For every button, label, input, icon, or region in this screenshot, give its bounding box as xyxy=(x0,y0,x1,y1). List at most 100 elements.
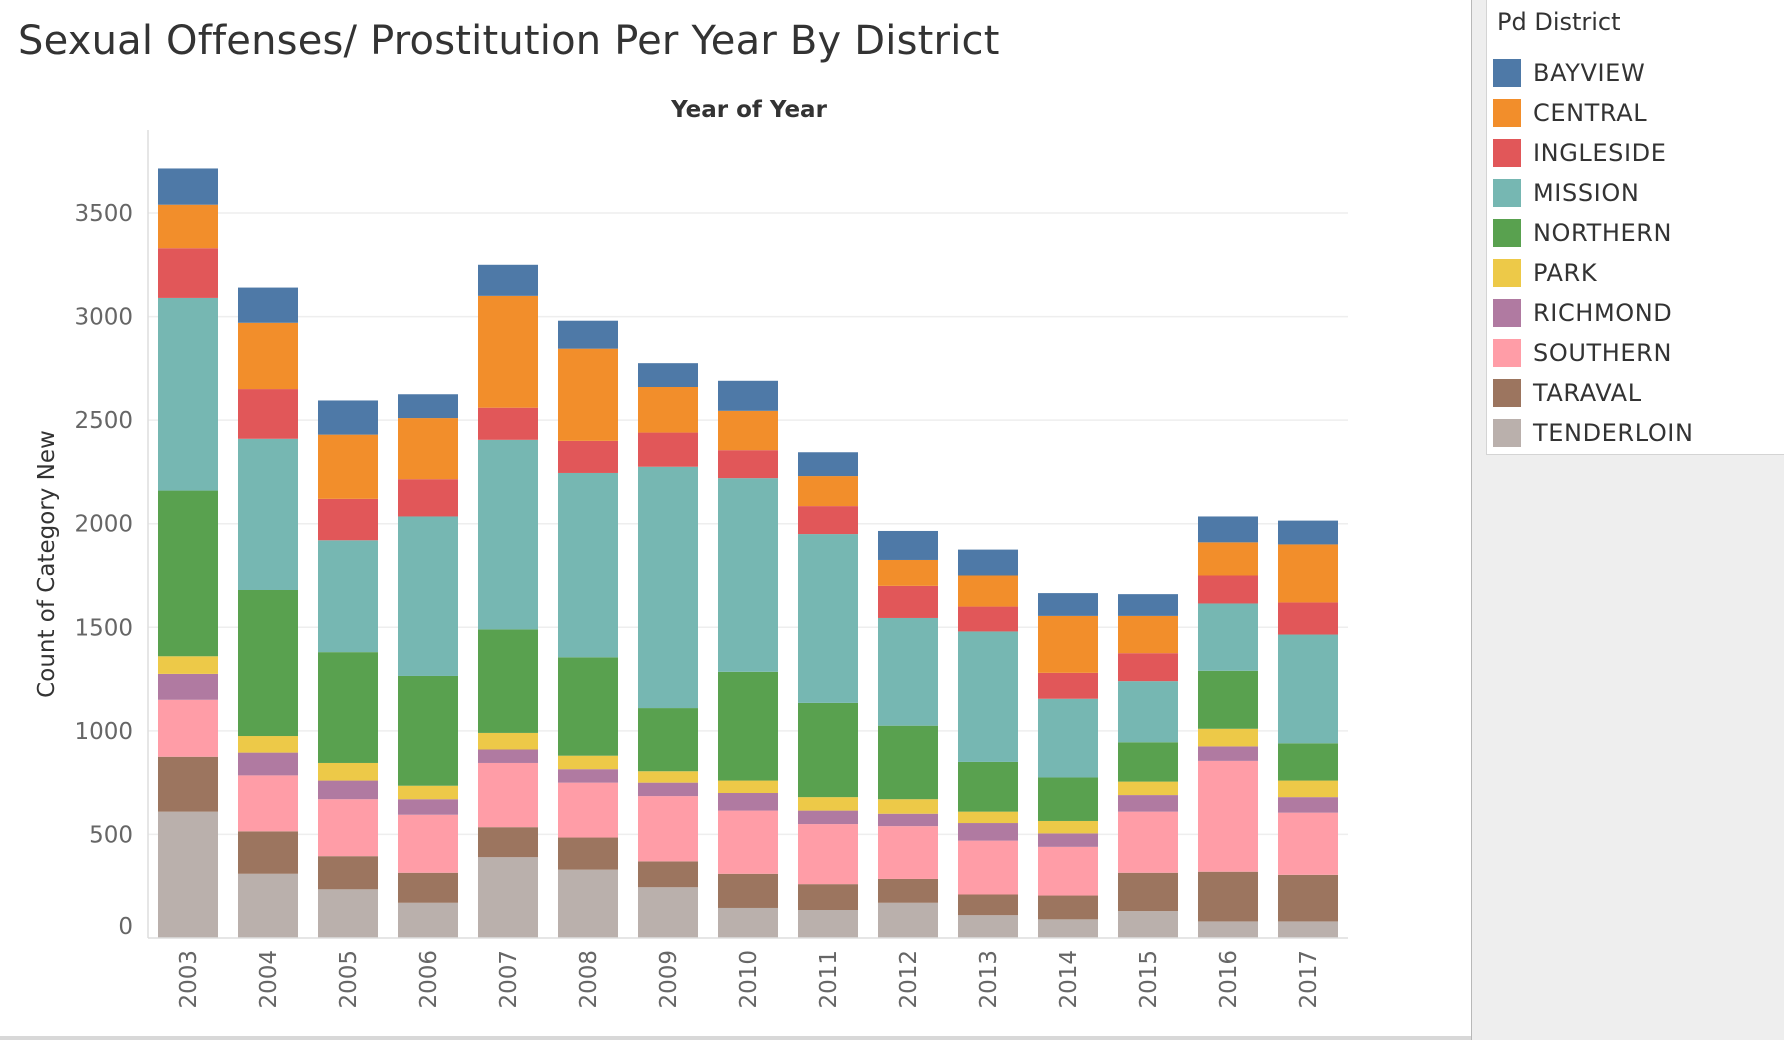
bar-segment-taraval-2009[interactable] xyxy=(638,861,698,888)
legend-item-richmond[interactable]: RICHMOND xyxy=(1493,298,1672,328)
bar-segment-central-2013[interactable] xyxy=(958,575,1018,607)
bar-segment-bayview-2004[interactable] xyxy=(238,287,298,323)
bar-segment-park-2011[interactable] xyxy=(798,797,858,811)
bar-segment-tenderloin-2014[interactable] xyxy=(1038,919,1098,938)
bar-segment-southern-2004[interactable] xyxy=(238,775,298,832)
bar-segment-central-2010[interactable] xyxy=(718,410,778,451)
bar-segment-central-2006[interactable] xyxy=(398,418,458,480)
bar-segment-richmond-2006[interactable] xyxy=(398,799,458,815)
bar-segment-taraval-2016[interactable] xyxy=(1198,871,1258,922)
bar-segment-southern-2008[interactable] xyxy=(558,782,618,838)
bar-segment-mission-2017[interactable] xyxy=(1278,634,1338,744)
bar-segment-southern-2012[interactable] xyxy=(878,826,938,879)
bar-segment-bayview-2007[interactable] xyxy=(478,264,538,296)
bar-segment-northern-2011[interactable] xyxy=(798,702,858,798)
bar-segment-southern-2007[interactable] xyxy=(478,762,538,828)
bar-segment-mission-2012[interactable] xyxy=(878,617,938,726)
bar-segment-northern-2006[interactable] xyxy=(398,675,458,786)
bar-segment-taraval-2017[interactable] xyxy=(1278,874,1338,922)
bar-segment-richmond-2004[interactable] xyxy=(238,752,298,776)
bar-segment-mission-2010[interactable] xyxy=(718,478,778,672)
bar-segment-richmond-2012[interactable] xyxy=(878,813,938,827)
bar-segment-central-2008[interactable] xyxy=(558,348,618,441)
bar-segment-ingleside-2011[interactable] xyxy=(798,506,858,535)
bar-segment-central-2007[interactable] xyxy=(478,295,538,408)
bar-segment-ingleside-2005[interactable] xyxy=(318,498,378,541)
bar-segment-mission-2009[interactable] xyxy=(638,466,698,709)
bar-segment-richmond-2014[interactable] xyxy=(1038,833,1098,847)
bar-segment-southern-2011[interactable] xyxy=(798,824,858,885)
bar-segment-ingleside-2013[interactable] xyxy=(958,606,1018,632)
bar-segment-mission-2016[interactable] xyxy=(1198,603,1258,671)
bar-segment-park-2016[interactable] xyxy=(1198,728,1258,747)
bar-segment-park-2003[interactable] xyxy=(158,656,218,674)
bar-segment-richmond-2009[interactable] xyxy=(638,782,698,797)
bar-segment-bayview-2014[interactable] xyxy=(1038,593,1098,616)
bar-segment-mission-2006[interactable] xyxy=(398,516,458,676)
bar-segment-ingleside-2010[interactable] xyxy=(718,450,778,479)
bar-segment-mission-2003[interactable] xyxy=(158,297,218,491)
bar-segment-northern-2005[interactable] xyxy=(318,652,378,763)
bar-segment-taraval-2005[interactable] xyxy=(318,856,378,890)
bar-segment-ingleside-2004[interactable] xyxy=(238,389,298,439)
bar-segment-tenderloin-2017[interactable] xyxy=(1278,921,1338,938)
bar-segment-northern-2007[interactable] xyxy=(478,629,538,733)
bar-segment-taraval-2010[interactable] xyxy=(718,873,778,908)
bar-segment-southern-2003[interactable] xyxy=(158,699,218,757)
bar-segment-northern-2010[interactable] xyxy=(718,671,778,781)
bar-segment-tenderloin-2013[interactable] xyxy=(958,915,1018,938)
bar-segment-northern-2016[interactable] xyxy=(1198,670,1258,729)
bar-segment-park-2014[interactable] xyxy=(1038,820,1098,834)
bar-segment-ingleside-2009[interactable] xyxy=(638,432,698,467)
bar-segment-tenderloin-2011[interactable] xyxy=(798,910,858,938)
bar-segment-park-2009[interactable] xyxy=(638,771,698,783)
bar-segment-ingleside-2012[interactable] xyxy=(878,585,938,618)
legend-item-park[interactable]: PARK xyxy=(1493,258,1597,288)
bar-segment-mission-2014[interactable] xyxy=(1038,698,1098,778)
bar-segment-park-2005[interactable] xyxy=(318,762,378,781)
legend-item-taraval[interactable]: TARAVAL xyxy=(1493,378,1642,408)
bar-segment-richmond-2003[interactable] xyxy=(158,673,218,700)
bar-segment-central-2003[interactable] xyxy=(158,204,218,249)
legend-item-tenderloin[interactable]: TENDERLOIN xyxy=(1493,418,1694,448)
bar-segment-mission-2011[interactable] xyxy=(798,534,858,703)
bar-segment-ingleside-2006[interactable] xyxy=(398,479,458,517)
bar-segment-bayview-2017[interactable] xyxy=(1278,520,1338,545)
bar-segment-mission-2004[interactable] xyxy=(238,438,298,590)
bar-segment-richmond-2015[interactable] xyxy=(1118,795,1178,812)
bar-segment-richmond-2007[interactable] xyxy=(478,749,538,763)
bar-segment-taraval-2006[interactable] xyxy=(398,872,458,903)
bar-segment-richmond-2008[interactable] xyxy=(558,769,618,783)
bar-segment-taraval-2003[interactable] xyxy=(158,756,218,812)
bar-segment-mission-2007[interactable] xyxy=(478,439,538,630)
bar-segment-taraval-2015[interactable] xyxy=(1118,872,1178,912)
bar-segment-tenderloin-2010[interactable] xyxy=(718,907,778,938)
bar-segment-tenderloin-2008[interactable] xyxy=(558,869,618,938)
bar-segment-park-2006[interactable] xyxy=(398,785,458,800)
bar-segment-southern-2013[interactable] xyxy=(958,840,1018,895)
bar-segment-bayview-2016[interactable] xyxy=(1198,516,1258,543)
bar-segment-northern-2004[interactable] xyxy=(238,590,298,737)
bar-segment-northern-2017[interactable] xyxy=(1278,743,1338,781)
bar-segment-tenderloin-2005[interactable] xyxy=(318,889,378,938)
bar-segment-park-2012[interactable] xyxy=(878,799,938,814)
bar-segment-taraval-2007[interactable] xyxy=(478,827,538,858)
bar-segment-park-2007[interactable] xyxy=(478,732,538,750)
bar-segment-mission-2005[interactable] xyxy=(318,540,378,653)
bar-segment-tenderloin-2015[interactable] xyxy=(1118,911,1178,938)
bar-segment-central-2016[interactable] xyxy=(1198,542,1258,576)
bar-segment-northern-2008[interactable] xyxy=(558,657,618,756)
bar-segment-ingleside-2007[interactable] xyxy=(478,407,538,440)
bar-segment-central-2012[interactable] xyxy=(878,559,938,586)
bar-segment-richmond-2005[interactable] xyxy=(318,780,378,800)
bar-segment-southern-2010[interactable] xyxy=(718,810,778,874)
bar-segment-mission-2015[interactable] xyxy=(1118,681,1178,743)
bar-segment-mission-2013[interactable] xyxy=(958,631,1018,762)
bar-segment-bayview-2005[interactable] xyxy=(318,400,378,435)
bar-segment-bayview-2009[interactable] xyxy=(638,363,698,387)
legend-item-southern[interactable]: SOUTHERN xyxy=(1493,338,1672,368)
bar-segment-ingleside-2015[interactable] xyxy=(1118,653,1178,682)
legend-item-mission[interactable]: MISSION xyxy=(1493,178,1639,208)
bar-segment-ingleside-2003[interactable] xyxy=(158,248,218,298)
bar-segment-northern-2009[interactable] xyxy=(638,708,698,772)
